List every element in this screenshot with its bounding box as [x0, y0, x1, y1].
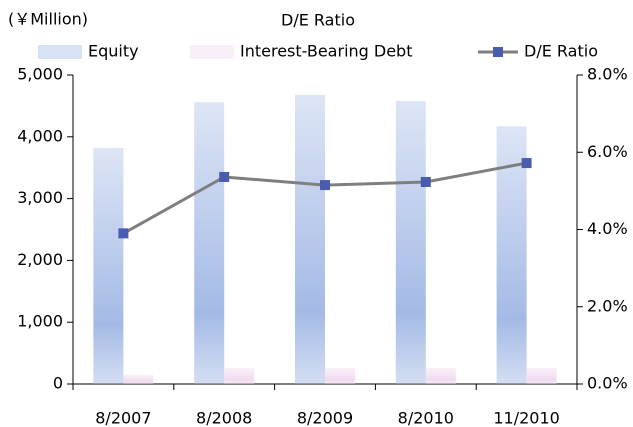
x-tick-label: 8/2008: [196, 409, 252, 427]
chart-title: D/E Ratio: [281, 11, 355, 30]
bar: [526, 367, 557, 384]
marker: [521, 158, 532, 169]
bar: [295, 94, 325, 384]
marker: [420, 176, 431, 187]
marker: [219, 171, 230, 182]
legend-label: Interest-Bearing Debt: [240, 42, 412, 61]
bar: [395, 100, 426, 385]
legend-label: D/E Ratio: [524, 42, 598, 61]
bar: [194, 102, 225, 384]
legend-marker: [493, 47, 503, 57]
y-tick-label: 1,000: [17, 312, 63, 331]
bar: [123, 374, 154, 384]
x-tick-label: 11/2010: [493, 409, 559, 427]
y2-tick-label: 0.0%: [587, 374, 628, 393]
legend-swatch: [190, 45, 234, 59]
y2-tick-label: 6.0%: [587, 142, 628, 161]
y2-tick-label: 8.0%: [587, 65, 628, 84]
marker: [320, 180, 330, 191]
y-tick-label: 2,000: [17, 250, 63, 269]
bar: [325, 367, 355, 384]
x-tick-label: 8/2010: [398, 409, 454, 427]
bar: [224, 367, 255, 384]
y-tick-label: 3,000: [17, 188, 63, 207]
legend-label: Equity: [88, 42, 139, 61]
y2-tick-label: 2.0%: [587, 296, 628, 315]
x-tick-label: 8/2009: [297, 409, 353, 427]
bar: [425, 367, 456, 384]
y-tick-label: 0: [53, 374, 63, 393]
y2-tick-label: 4.0%: [587, 219, 628, 238]
marker: [118, 228, 129, 239]
bar: [93, 147, 124, 384]
y-tick-label: 4,000: [17, 126, 63, 145]
y-tick-label: 5,000: [17, 65, 63, 84]
legend-swatch: [38, 45, 82, 59]
y-axis-label: (￥Million): [8, 10, 88, 29]
x-tick-label: 8/2007: [95, 409, 151, 427]
